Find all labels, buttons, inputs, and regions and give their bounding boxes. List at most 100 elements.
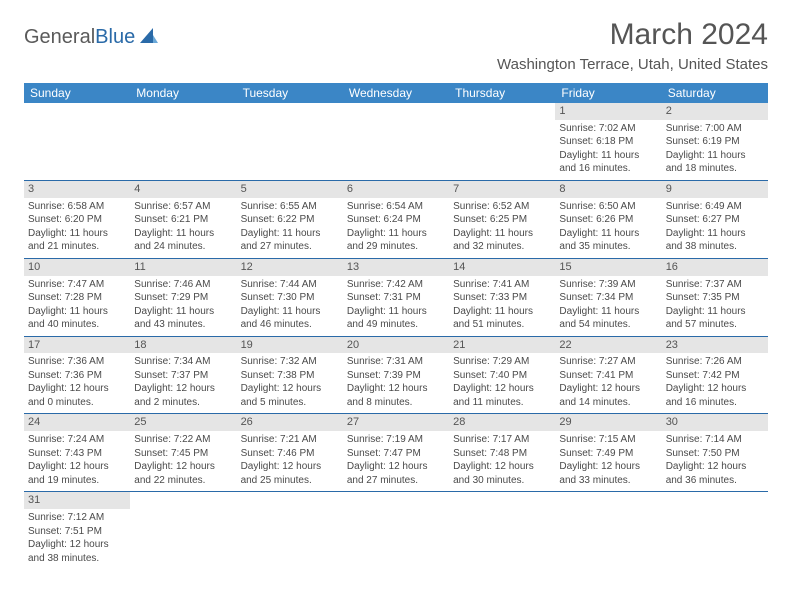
calendar-cell: 31Sunrise: 7:12 AMSunset: 7:51 PMDayligh…: [24, 492, 130, 569]
calendar-cell: 5Sunrise: 6:55 AMSunset: 6:22 PMDaylight…: [237, 180, 343, 258]
cell-dl2: and 0 minutes.: [28, 396, 126, 410]
cell-dl2: and 25 minutes.: [241, 474, 339, 488]
cell-dl1: Daylight: 12 hours: [134, 382, 232, 396]
cell-sunset: Sunset: 7:42 PM: [666, 369, 764, 383]
cell-sunset: Sunset: 6:26 PM: [559, 213, 657, 227]
cell-dl1: Daylight: 12 hours: [241, 460, 339, 474]
day-number: 16: [662, 259, 768, 276]
cell-dl2: and 16 minutes.: [559, 162, 657, 176]
calendar-cell: 30Sunrise: 7:14 AMSunset: 7:50 PMDayligh…: [662, 414, 768, 492]
day-number: 11: [130, 259, 236, 276]
cell-sunset: Sunset: 7:46 PM: [241, 447, 339, 461]
day-header: Sunday: [24, 83, 130, 103]
cell-dl2: and 54 minutes.: [559, 318, 657, 332]
cell-dl1: Daylight: 12 hours: [28, 460, 126, 474]
cell-sunrise: Sunrise: 7:00 AM: [666, 122, 764, 136]
cell-sunset: Sunset: 7:35 PM: [666, 291, 764, 305]
cell-sunset: Sunset: 7:33 PM: [453, 291, 551, 305]
cell-sunset: Sunset: 7:43 PM: [28, 447, 126, 461]
calendar-cell: 12Sunrise: 7:44 AMSunset: 7:30 PMDayligh…: [237, 258, 343, 336]
calendar-cell: 28Sunrise: 7:17 AMSunset: 7:48 PMDayligh…: [449, 414, 555, 492]
cell-sunset: Sunset: 7:51 PM: [28, 525, 126, 539]
cell-sunrise: Sunrise: 6:50 AM: [559, 200, 657, 214]
cell-dl2: and 27 minutes.: [347, 474, 445, 488]
calendar-cell: 26Sunrise: 7:21 AMSunset: 7:46 PMDayligh…: [237, 414, 343, 492]
cell-dl1: Daylight: 12 hours: [559, 382, 657, 396]
cell-dl2: and 5 minutes.: [241, 396, 339, 410]
calendar-cell: 17Sunrise: 7:36 AMSunset: 7:36 PMDayligh…: [24, 336, 130, 414]
cell-dl2: and 2 minutes.: [134, 396, 232, 410]
day-header: Tuesday: [237, 83, 343, 103]
cell-sunset: Sunset: 7:47 PM: [347, 447, 445, 461]
cell-sunrise: Sunrise: 7:36 AM: [28, 355, 126, 369]
cell-sunrise: Sunrise: 7:02 AM: [559, 122, 657, 136]
header: General Blue March 2024 Washington Terra…: [24, 18, 768, 79]
calendar-cell: 13Sunrise: 7:42 AMSunset: 7:31 PMDayligh…: [343, 258, 449, 336]
cell-sunset: Sunset: 7:39 PM: [347, 369, 445, 383]
cell-dl1: Daylight: 12 hours: [241, 382, 339, 396]
cell-dl1: Daylight: 12 hours: [28, 382, 126, 396]
cell-dl2: and 36 minutes.: [666, 474, 764, 488]
cell-sunset: Sunset: 7:38 PM: [241, 369, 339, 383]
location: Washington Terrace, Utah, United States: [497, 56, 768, 73]
calendar-week: 31Sunrise: 7:12 AMSunset: 7:51 PMDayligh…: [24, 492, 768, 569]
calendar-cell: 25Sunrise: 7:22 AMSunset: 7:45 PMDayligh…: [130, 414, 236, 492]
cell-sunset: Sunset: 6:24 PM: [347, 213, 445, 227]
cell-sunrise: Sunrise: 7:44 AM: [241, 278, 339, 292]
calendar-cell-empty: [449, 103, 555, 180]
calendar-cell: 23Sunrise: 7:26 AMSunset: 7:42 PMDayligh…: [662, 336, 768, 414]
calendar-cell-empty: [130, 492, 236, 569]
cell-sunset: Sunset: 6:27 PM: [666, 213, 764, 227]
cell-sunrise: Sunrise: 7:29 AM: [453, 355, 551, 369]
day-number: 13: [343, 259, 449, 276]
cell-sunset: Sunset: 7:34 PM: [559, 291, 657, 305]
calendar-week: 17Sunrise: 7:36 AMSunset: 7:36 PMDayligh…: [24, 336, 768, 414]
calendar-table: SundayMondayTuesdayWednesdayThursdayFrid…: [24, 83, 768, 569]
cell-sunrise: Sunrise: 7:32 AM: [241, 355, 339, 369]
day-number: 28: [449, 414, 555, 431]
day-number: 29: [555, 414, 661, 431]
cell-sunrise: Sunrise: 7:34 AM: [134, 355, 232, 369]
cell-sunrise: Sunrise: 7:15 AM: [559, 433, 657, 447]
cell-dl1: Daylight: 11 hours: [666, 305, 764, 319]
calendar-cell-empty: [343, 103, 449, 180]
day-header: Thursday: [449, 83, 555, 103]
calendar-cell-empty: [662, 492, 768, 569]
cell-sunset: Sunset: 7:30 PM: [241, 291, 339, 305]
sail-icon: [139, 26, 159, 44]
calendar-cell-empty: [449, 492, 555, 569]
cell-dl2: and 16 minutes.: [666, 396, 764, 410]
calendar-week: 3Sunrise: 6:58 AMSunset: 6:20 PMDaylight…: [24, 180, 768, 258]
cell-dl2: and 32 minutes.: [453, 240, 551, 254]
cell-sunrise: Sunrise: 7:12 AM: [28, 511, 126, 525]
cell-dl1: Daylight: 11 hours: [241, 305, 339, 319]
calendar-cell: 24Sunrise: 7:24 AMSunset: 7:43 PMDayligh…: [24, 414, 130, 492]
day-number: 4: [130, 181, 236, 198]
day-header-row: SundayMondayTuesdayWednesdayThursdayFrid…: [24, 83, 768, 103]
day-number: 7: [449, 181, 555, 198]
day-header: Saturday: [662, 83, 768, 103]
cell-dl1: Daylight: 11 hours: [559, 305, 657, 319]
calendar-cell: 22Sunrise: 7:27 AMSunset: 7:41 PMDayligh…: [555, 336, 661, 414]
calendar-cell-empty: [130, 103, 236, 180]
cell-dl2: and 38 minutes.: [28, 552, 126, 566]
logo: General Blue: [24, 26, 159, 49]
cell-dl2: and 18 minutes.: [666, 162, 764, 176]
day-number: 1: [555, 103, 661, 120]
cell-dl2: and 11 minutes.: [453, 396, 551, 410]
logo-text-general: General: [24, 26, 95, 49]
cell-sunrise: Sunrise: 7:24 AM: [28, 433, 126, 447]
calendar-cell: 7Sunrise: 6:52 AMSunset: 6:25 PMDaylight…: [449, 180, 555, 258]
cell-dl1: Daylight: 11 hours: [559, 227, 657, 241]
calendar-week: 1Sunrise: 7:02 AMSunset: 6:18 PMDaylight…: [24, 103, 768, 180]
cell-sunrise: Sunrise: 6:52 AM: [453, 200, 551, 214]
cell-dl2: and 24 minutes.: [134, 240, 232, 254]
cell-sunset: Sunset: 7:49 PM: [559, 447, 657, 461]
day-number: 5: [237, 181, 343, 198]
day-number: 18: [130, 337, 236, 354]
cell-sunset: Sunset: 7:41 PM: [559, 369, 657, 383]
cell-dl1: Daylight: 11 hours: [559, 149, 657, 163]
day-number: 10: [24, 259, 130, 276]
cell-sunrise: Sunrise: 7:26 AM: [666, 355, 764, 369]
cell-dl2: and 8 minutes.: [347, 396, 445, 410]
